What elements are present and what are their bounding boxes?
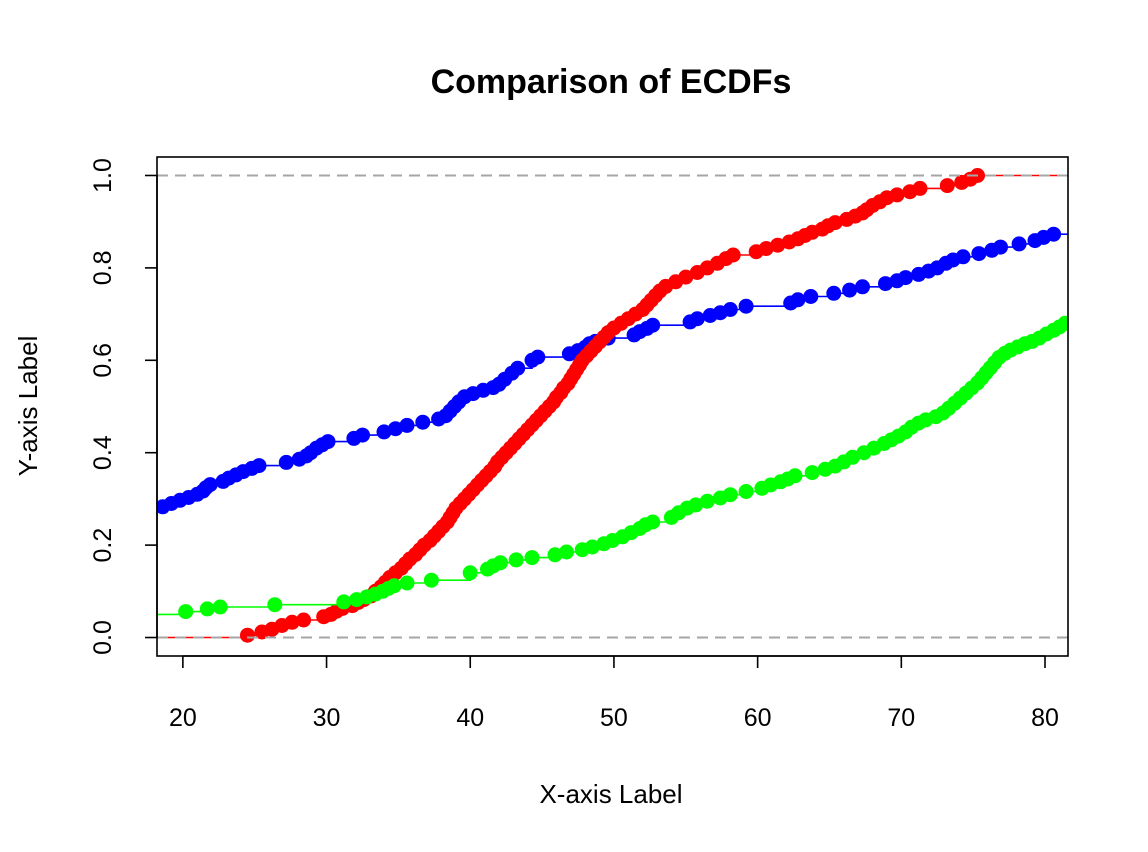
series-3-point: [787, 468, 803, 484]
series-3-point: [722, 487, 738, 503]
series-2-point: [827, 215, 843, 231]
series-2-point: [912, 180, 928, 196]
y-axis: 0.0 0.2 0.4 0.6 0.8 1.0: [89, 158, 158, 655]
series-1-point: [842, 282, 858, 298]
series-1-point: [1046, 226, 1062, 242]
series-1-point: [689, 311, 705, 327]
series-1-point: [878, 276, 893, 292]
series-1-point: [202, 477, 218, 493]
series-3-point: [584, 539, 600, 555]
series-1-point: [645, 317, 661, 333]
y-tick-label: 0.0: [89, 620, 117, 655]
plot-frame: [156, 156, 1069, 657]
series-1-point: [320, 434, 336, 450]
series-1-point: [376, 424, 392, 440]
x-tick-label: 50: [600, 704, 628, 732]
x-tick-label: 20: [169, 704, 197, 732]
reference-lines: [157, 174, 1068, 639]
series-1-point: [399, 417, 415, 433]
series-3-point: [804, 465, 820, 481]
series-1-point: [388, 421, 403, 437]
y-tick-label: 0.4: [89, 435, 117, 470]
series-1-point: [722, 302, 738, 317]
series-1-point: [738, 298, 754, 314]
x-tick-label: 70: [887, 704, 915, 732]
series-3-point: [845, 449, 860, 465]
series-1-point: [355, 427, 370, 443]
x-tick-label: 60: [744, 704, 772, 732]
y-axis-label: Y-axis Label: [13, 336, 43, 477]
x-tick-label: 80: [1031, 704, 1059, 732]
series-3-point: [399, 575, 415, 591]
series-3-point: [267, 597, 283, 613]
series-3-point: [1057, 315, 1068, 331]
x-tick-label: 30: [313, 704, 341, 732]
series-3-point: [199, 601, 215, 617]
series-2-point: [240, 627, 255, 643]
x-axis-label: X-axis Label: [539, 779, 682, 809]
series-1-point: [510, 360, 526, 376]
series-2-point: [889, 187, 905, 203]
series-2-point: [770, 237, 786, 253]
series-3: [157, 315, 1068, 620]
series-3-point: [688, 497, 704, 513]
series-1-point: [415, 414, 431, 430]
y-tick-label: 0.6: [89, 343, 117, 378]
series-2-point: [678, 269, 694, 285]
series-3-point: [386, 578, 402, 594]
series-3-point: [547, 547, 563, 563]
series-3-point: [492, 555, 508, 571]
series-1-point: [826, 285, 842, 301]
series-2-point: [296, 612, 312, 628]
series-3-point: [423, 572, 439, 588]
series-2-point: [939, 178, 955, 194]
series-3-point: [645, 514, 661, 530]
series-1-point: [251, 458, 267, 474]
series-3-step-line: [157, 322, 1068, 616]
series-2-point: [284, 614, 300, 630]
series-3-point: [178, 604, 194, 620]
y-tick-label: 0.8: [89, 251, 117, 286]
series-1-point: [855, 279, 870, 295]
series-3-point: [462, 565, 478, 581]
series-2-point: [758, 241, 774, 256]
series-2-point: [725, 247, 741, 263]
series-3-point: [738, 484, 754, 499]
y-tick-label: 1.0: [89, 158, 117, 193]
series-3-point: [524, 550, 540, 566]
series-1-point: [803, 289, 819, 304]
series-1-point: [898, 270, 914, 286]
series-1-step-line: [157, 233, 1068, 508]
chart-title: Comparison of ECDFs: [431, 63, 792, 101]
x-tick-label: 40: [456, 704, 484, 732]
series-1-point: [530, 349, 546, 365]
series-1-point: [955, 249, 971, 265]
series-1: [157, 226, 1068, 515]
series-layer: [157, 168, 1068, 643]
series-3-point: [559, 544, 574, 560]
series-1-point: [1011, 236, 1027, 252]
series-1-point: [993, 239, 1008, 255]
series-1-point: [971, 246, 987, 262]
series-1-point: [790, 292, 806, 308]
series-3-point: [212, 599, 228, 615]
series-3-point: [336, 594, 352, 610]
y-tick-label: 0.2: [89, 528, 117, 563]
series-3-point: [508, 552, 524, 568]
x-axis: 20 30 40 50 60 70 80: [169, 655, 1059, 732]
series-1-point: [278, 454, 294, 470]
series-3-point: [699, 493, 715, 509]
